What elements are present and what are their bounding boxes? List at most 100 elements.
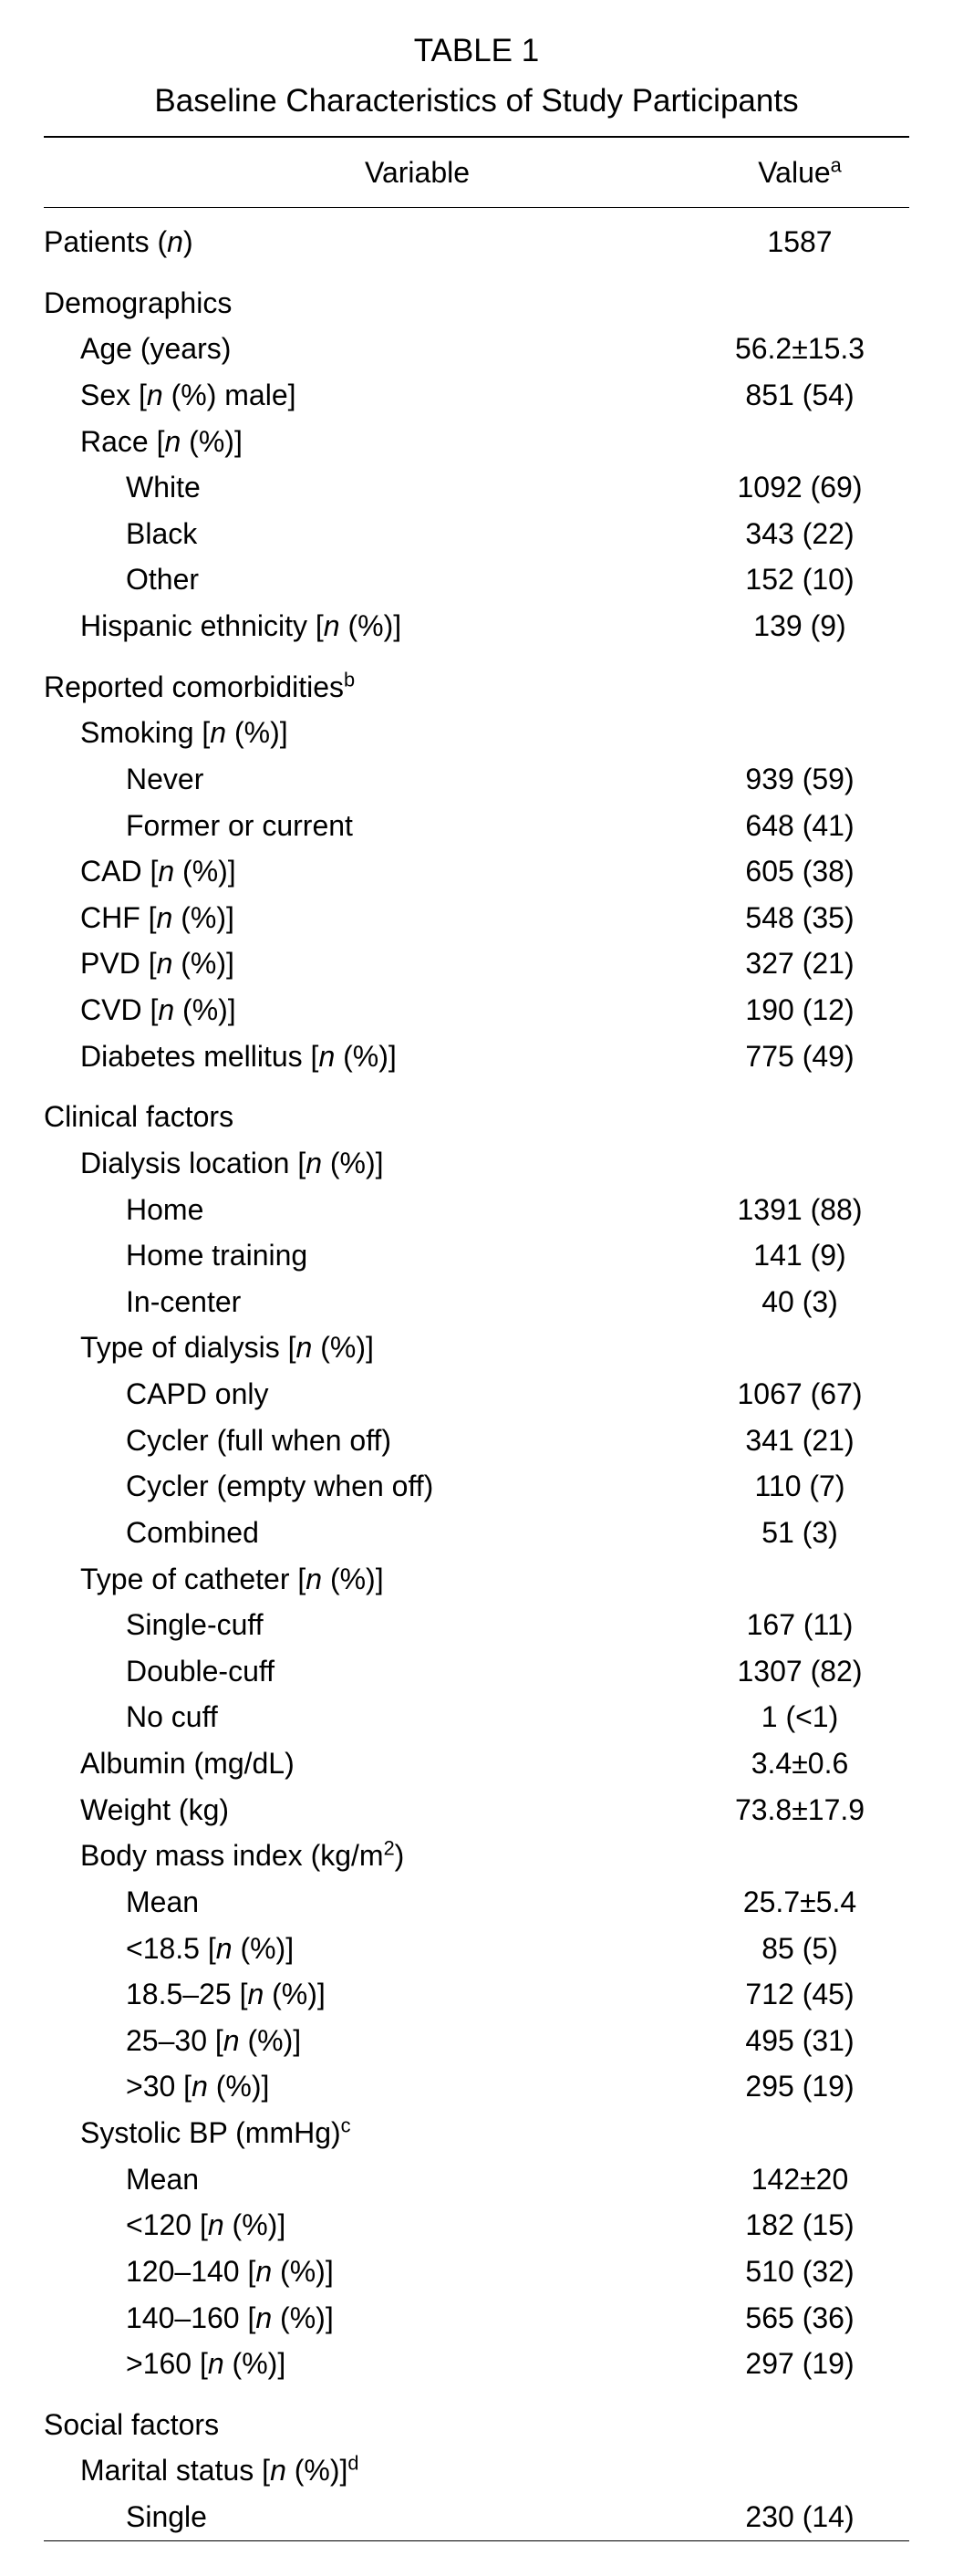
row-value: 25.7±5.4 <box>690 1880 909 1925</box>
row-value: 110 (7) <box>690 1464 909 1509</box>
row-label: Type of catheter [n (%)] <box>44 1557 690 1602</box>
table-row: Age (years)56.2±15.3 <box>44 326 909 372</box>
table-label: TABLE 1 <box>44 27 909 76</box>
table-row: Dialysis location [n (%)] <box>44 1140 909 1187</box>
table-row: Patients (n)1587 <box>44 219 909 265</box>
row-value <box>690 281 909 326</box>
row-label: Never <box>44 757 690 802</box>
row-value: 712 (45) <box>690 1972 909 2017</box>
table-row: CVD [n (%)]190 (12) <box>44 987 909 1034</box>
table-row: >160 [n (%)]297 (19) <box>44 2341 909 2387</box>
row-label: Albumin (mg/dL) <box>44 1741 690 1786</box>
row-value: 341 (21) <box>690 1418 909 1463</box>
section-gap <box>44 265 909 280</box>
section-gap <box>44 1079 909 1094</box>
table-row: Single-cuff167 (11) <box>44 1602 909 1648</box>
table-row: Mean142±20 <box>44 2156 909 2203</box>
row-label: Sex [n (%) male] <box>44 373 690 418</box>
row-value <box>690 420 909 464</box>
table-row: Demographics <box>44 280 909 327</box>
row-label: White <box>44 465 690 510</box>
row-label: Type of dialysis [n (%)] <box>44 1325 690 1370</box>
row-value: 648 (41) <box>690 804 909 848</box>
row-value: 141 (9) <box>690 1233 909 1278</box>
row-label: >160 [n (%)] <box>44 2342 690 2386</box>
table-row: CHF [n (%)]548 (35) <box>44 895 909 941</box>
row-label: <120 [n (%)] <box>44 2203 690 2248</box>
row-value: 548 (35) <box>690 896 909 940</box>
table-row: Weight (kg)73.8±17.9 <box>44 1787 909 1833</box>
row-value: 851 (54) <box>690 373 909 418</box>
table-row: Cycler (full when off)341 (21) <box>44 1418 909 1464</box>
row-label: Smoking [n (%)] <box>44 711 690 755</box>
header-row: Variable Valuea <box>44 138 909 207</box>
table-row: Home1391 (88) <box>44 1187 909 1233</box>
row-value: 142±20 <box>690 2157 909 2202</box>
row-label: 120–140 [n (%)] <box>44 2249 690 2294</box>
row-label: Marital status [n (%)]d <box>44 2448 690 2493</box>
row-value: 167 (11) <box>690 1603 909 1647</box>
row-value <box>690 665 909 710</box>
header-variable: Variable <box>44 151 690 194</box>
row-value: 565 (36) <box>690 2296 909 2341</box>
table-row: <120 [n (%)]182 (15) <box>44 2202 909 2249</box>
section-gap <box>44 649 909 664</box>
row-value: 297 (19) <box>690 2342 909 2386</box>
row-label: Diabetes mellitus [n (%)] <box>44 1034 690 1079</box>
table-row: 140–160 [n (%)]565 (36) <box>44 2295 909 2342</box>
row-value: 182 (15) <box>690 2203 909 2248</box>
row-value <box>690 2111 909 2155</box>
table-row: Mean25.7±5.4 <box>44 1879 909 1926</box>
table-row: Social factors <box>44 2402 909 2448</box>
row-label: PVD [n (%)] <box>44 941 690 986</box>
row-label: No cuff <box>44 1695 690 1740</box>
row-value: 775 (49) <box>690 1034 909 1079</box>
table-row: Hispanic ethnicity [n (%)]139 (9) <box>44 603 909 649</box>
row-label: CVD [n (%)] <box>44 988 690 1033</box>
row-label: Reported comorbiditiesb <box>44 665 690 710</box>
row-label: Patients (n) <box>44 220 690 265</box>
row-label: Cycler (empty when off) <box>44 1464 690 1509</box>
table-row: Reported comorbiditiesb <box>44 664 909 711</box>
row-value: 295 (19) <box>690 2064 909 2109</box>
row-value: 51 (3) <box>690 1511 909 1555</box>
row-value: 1067 (67) <box>690 1372 909 1417</box>
row-value: 510 (32) <box>690 2249 909 2294</box>
row-label: Weight (kg) <box>44 1788 690 1833</box>
row-value: 56.2±15.3 <box>690 327 909 371</box>
table-row: Combined51 (3) <box>44 1510 909 1556</box>
row-value: 605 (38) <box>690 849 909 894</box>
table-row: CAD [n (%)]605 (38) <box>44 848 909 895</box>
row-value <box>690 1325 909 1370</box>
table-row: No cuff1 (<1) <box>44 1694 909 1740</box>
table-row: Sex [n (%) male]851 (54) <box>44 372 909 419</box>
row-value: 343 (22) <box>690 512 909 556</box>
row-value: 939 (59) <box>690 757 909 802</box>
row-label: Hispanic ethnicity [n (%)] <box>44 604 690 649</box>
row-label: Age (years) <box>44 327 690 371</box>
table-row: Black343 (22) <box>44 511 909 557</box>
row-label: Demographics <box>44 281 690 326</box>
row-value: 327 (21) <box>690 941 909 986</box>
table-row: Never939 (59) <box>44 756 909 803</box>
row-label: Former or current <box>44 804 690 848</box>
row-value: 495 (31) <box>690 2019 909 2063</box>
row-value: 139 (9) <box>690 604 909 649</box>
table-row: Other152 (10) <box>44 556 909 603</box>
row-value: 1391 (88) <box>690 1188 909 1232</box>
row-label: Race [n (%)] <box>44 420 690 464</box>
row-label: Systolic BP (mmHg)c <box>44 2111 690 2155</box>
table-body: Patients (n)1587DemographicsAge (years)5… <box>44 219 909 2540</box>
row-value: 40 (3) <box>690 1280 909 1324</box>
header-value: Valuea <box>690 151 909 194</box>
row-label: Single-cuff <box>44 1603 690 1647</box>
row-value <box>690 1557 909 1602</box>
row-label: Black <box>44 512 690 556</box>
row-label: In-center <box>44 1280 690 1324</box>
table-row: White1092 (69) <box>44 464 909 511</box>
row-value: 1092 (69) <box>690 465 909 510</box>
row-label: >30 [n (%)] <box>44 2064 690 2109</box>
table-row: Smoking [n (%)] <box>44 710 909 756</box>
row-value: 1587 <box>690 220 909 265</box>
row-value: 190 (12) <box>690 988 909 1033</box>
